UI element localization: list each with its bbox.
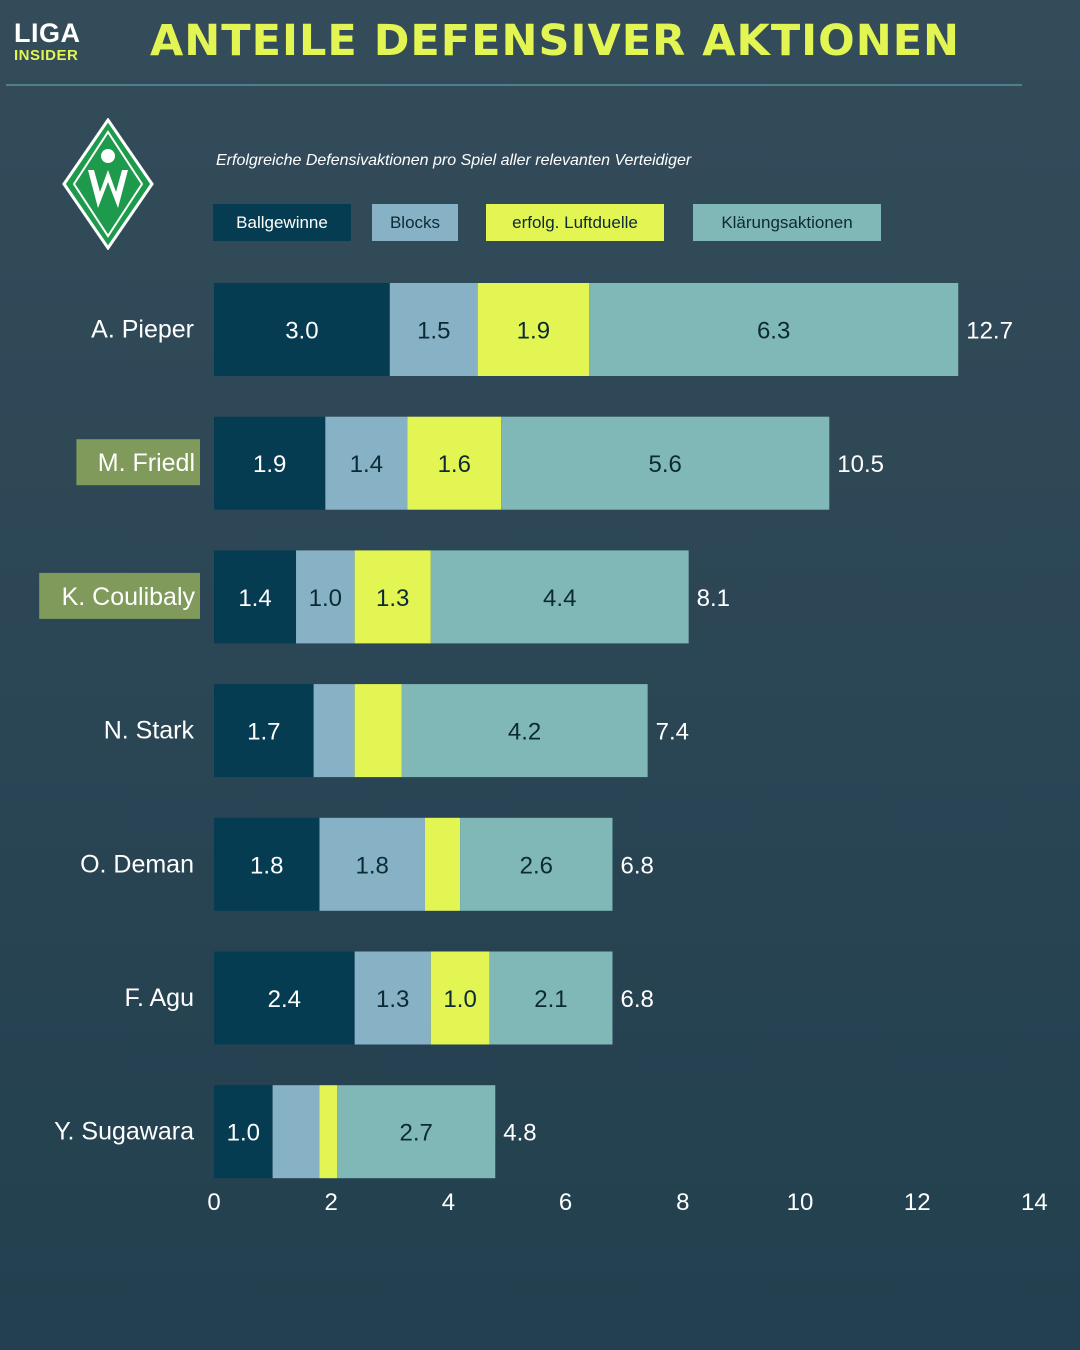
data-label-ballgewinne-y-sugawara: 1.0 [227, 1120, 260, 1147]
x-tick-label-2: 2 [325, 1189, 338, 1216]
data-label-kl-rungsaktionen-m-friedl: 5.6 [649, 451, 682, 478]
bar-segment-erfolg-luftduelle-y-sugawara [319, 1085, 338, 1179]
bar-segment-erfolg-luftduelle-m-friedl [407, 416, 502, 510]
bar-segment-erfolg-luftduelle-n-stark [354, 684, 402, 778]
total-label-o-deman: 6.8 [620, 852, 653, 879]
data-label-erfolg-luftduelle-f-agu: 1.0 [443, 986, 476, 1013]
data-label-blocks-f-agu: 1.3 [376, 986, 409, 1013]
x-tick-label-4: 4 [442, 1189, 455, 1216]
bar-segment-ballgewinne-o-deman [214, 817, 320, 911]
bar-segment-kl-rungsaktionen-n-stark [401, 684, 648, 778]
bar-segment-kl-rungsaktionen-y-sugawara [337, 1085, 496, 1179]
data-label-kl-rungsaktionen-f-agu: 2.1 [534, 986, 567, 1013]
data-label-kl-rungsaktionen-o-deman: 2.6 [520, 852, 553, 879]
x-tick-label-0: 0 [207, 1189, 220, 1216]
data-label-erfolg-luftduelle-m-friedl: 1.6 [438, 451, 471, 478]
bar-segment-erfolg-luftduelle-a-pieper [477, 283, 590, 376]
category-label-n-stark: N. Stark [104, 717, 195, 745]
werder-bremen-crest-icon [62, 118, 154, 250]
data-label-blocks-m-friedl: 1.4 [350, 451, 383, 478]
bar-segment-blocks-m-friedl [325, 416, 408, 510]
logo-line2: INSIDER [14, 47, 79, 64]
legend-luftduelle: erfolg. Luftduelle [486, 204, 664, 241]
data-label-blocks-a-pieper: 1.5 [417, 318, 450, 345]
total-label-a-pieper: 12.7 [966, 318, 1013, 345]
x-tick-label-14: 14 [1021, 1189, 1048, 1216]
category-label-f-agu: F. Agu [125, 984, 195, 1012]
category-label-y-sugawara: Y. Sugawara [54, 1118, 194, 1146]
liga-insider-logo: LIGA INSIDER [14, 18, 81, 64]
bar-segment-blocks-y-sugawara [272, 1085, 320, 1179]
bar-segment-ballgewinne-m-friedl [214, 416, 326, 510]
data-label-ballgewinne-f-agu: 2.4 [268, 986, 301, 1013]
bar-segment-blocks-f-agu [354, 951, 431, 1045]
bar-segment-blocks-n-stark [313, 684, 355, 778]
bar-segment-ballgewinne-n-stark [214, 684, 314, 778]
x-tick-label-10: 10 [787, 1189, 814, 1216]
x-tick-label-8: 8 [676, 1189, 689, 1216]
legend-blocks: Blocks [372, 204, 458, 241]
bar-segment-kl-rungsaktionen-a-pieper [589, 283, 959, 376]
data-label-ballgewinne-a-pieper: 3.0 [285, 318, 318, 345]
category-label-o-deman: O. Deman [80, 850, 194, 878]
bar-segment-ballgewinne-a-pieper [214, 283, 390, 376]
total-label-n-stark: 7.4 [656, 719, 689, 746]
bar-segment-kl-rungsaktionen-f-agu [489, 951, 613, 1045]
category-label-k-coulibaly: K. Coulibaly [62, 583, 196, 611]
category-label-m-friedl: M. Friedl [98, 449, 195, 477]
bar-segment-blocks-a-pieper [389, 283, 478, 376]
data-label-kl-rungsaktionen-k-coulibaly: 4.4 [543, 585, 576, 612]
data-label-erfolg-luftduelle-k-coulibaly: 1.3 [376, 585, 409, 612]
bar-segment-kl-rungsaktionen-k-coulibaly [430, 550, 689, 644]
legend-ballgewinne: Ballgewinne [213, 204, 351, 241]
x-tick-label-6: 6 [559, 1189, 572, 1216]
data-label-blocks-k-coulibaly: 1.0 [309, 585, 342, 612]
total-label-f-agu: 6.8 [620, 986, 653, 1013]
data-label-ballgewinne-o-deman: 1.8 [250, 852, 283, 879]
bar-segment-erfolg-luftduelle-o-deman [424, 817, 461, 911]
chart-subtitle: Erfolgreiche Defensivaktionen pro Spiel … [216, 152, 692, 169]
data-label-ballgewinne-m-friedl: 1.9 [253, 451, 286, 478]
bar-segment-kl-rungsaktionen-m-friedl [501, 416, 830, 510]
category-label-a-pieper: A. Pieper [91, 316, 194, 344]
total-label-y-sugawara: 4.8 [503, 1120, 536, 1147]
logo-line1: LIGA [14, 18, 81, 48]
bar-segment-ballgewinne-y-sugawara [214, 1085, 273, 1179]
bar-segment-erfolg-luftduelle-k-coulibaly [354, 550, 431, 644]
total-label-m-friedl: 10.5 [837, 451, 884, 478]
data-label-kl-rungsaktionen-a-pieper: 6.3 [757, 318, 790, 345]
highlight-badge-k-coulibaly [39, 572, 201, 619]
x-tick-label-12: 12 [904, 1189, 931, 1216]
data-label-kl-rungsaktionen-n-stark: 4.2 [508, 719, 541, 746]
bar-segment-erfolg-luftduelle-f-agu [430, 951, 490, 1045]
bar-segment-ballgewinne-k-coulibaly [214, 550, 297, 644]
data-label-ballgewinne-k-coulibaly: 1.4 [238, 585, 271, 612]
bar-segment-kl-rungsaktionen-o-deman [460, 817, 613, 911]
total-label-k-coulibaly: 8.1 [697, 585, 730, 612]
highlight-badge-m-friedl [76, 439, 200, 486]
page-title: ANTEILE DEFENSIVER AKTIONEN [150, 16, 961, 66]
bar-segment-ballgewinne-f-agu [214, 951, 355, 1045]
data-label-blocks-o-deman: 1.8 [356, 852, 389, 879]
data-label-ballgewinne-n-stark: 1.7 [247, 719, 280, 746]
bar-segment-blocks-k-coulibaly [296, 550, 355, 644]
data-label-kl-rungsaktionen-y-sugawara: 2.7 [399, 1120, 432, 1147]
header-divider [6, 84, 1022, 86]
legend-klaerungsaktionen: Klärungsaktionen [693, 204, 881, 241]
bar-segment-blocks-o-deman [319, 817, 425, 911]
data-label-erfolg-luftduelle-a-pieper: 1.9 [517, 318, 550, 345]
